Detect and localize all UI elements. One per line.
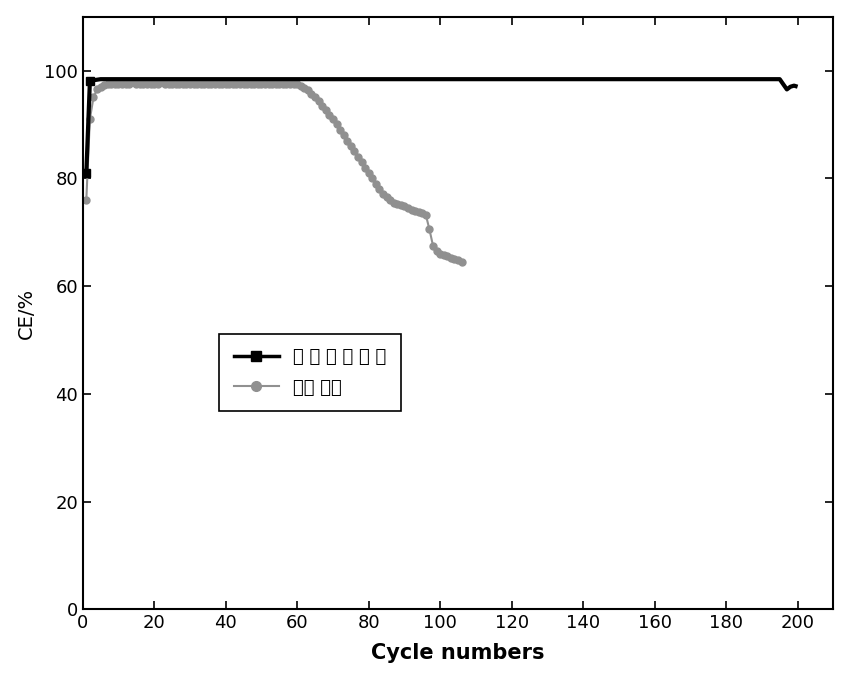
X-axis label: Cycle numbers: Cycle numbers	[371, 643, 545, 663]
Y-axis label: CE/%: CE/%	[17, 288, 36, 339]
Legend: 含 氟 化 石 墨 烯, 对比 实验: 含 氟 化 石 墨 烯, 对比 实验	[219, 333, 401, 411]
